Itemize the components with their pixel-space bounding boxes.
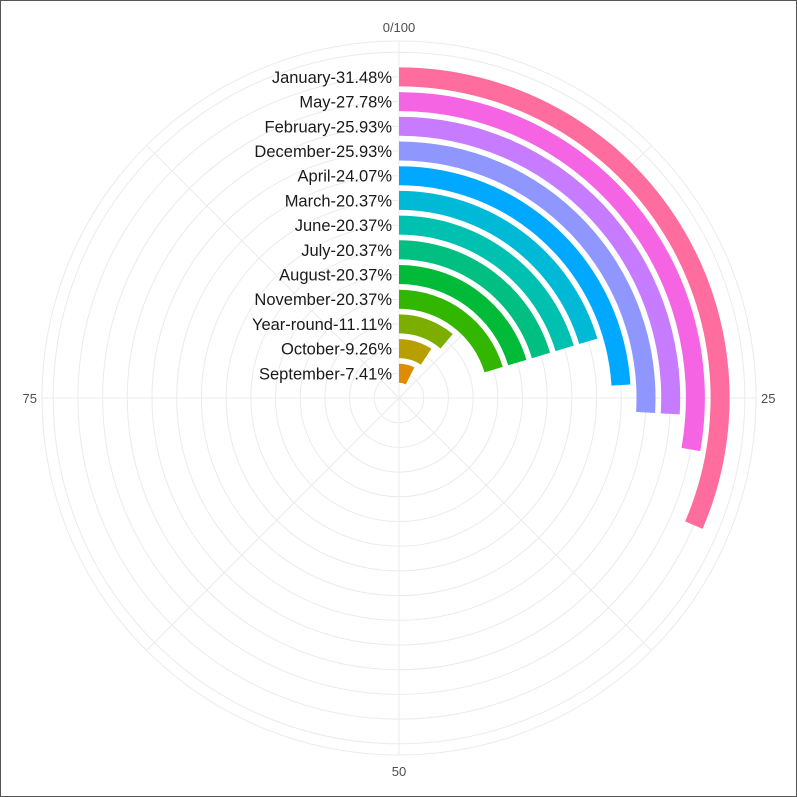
bar-labels: January-31.48% May-27.78% February-25.93% D… — [252, 69, 392, 383]
bar-label: April-24.07% — [298, 168, 393, 186]
bar-label: May-27.78% — [299, 94, 392, 112]
bar-label: October-9.26% — [281, 341, 392, 359]
angle-tick-label: 50 — [392, 764, 406, 779]
bar — [399, 240, 551, 359]
bars — [399, 67, 730, 529]
bar — [399, 289, 503, 373]
bar — [399, 116, 681, 415]
bar — [399, 166, 631, 386]
angle-tick-label: 75 — [23, 391, 37, 406]
bar — [399, 67, 730, 529]
bar-label: August-20.37% — [279, 267, 392, 285]
bar — [399, 314, 453, 349]
bar — [399, 363, 415, 385]
bar-label: February-25.93% — [265, 118, 393, 136]
grid-spoke — [146, 145, 400, 399]
grid-spoke — [146, 397, 400, 651]
bar-label: November-20.37% — [254, 291, 392, 309]
bar-label: December-25.93% — [254, 143, 392, 161]
bar-label: July-20.37% — [301, 242, 392, 260]
bar-label: Year-round-11.11% — [252, 316, 392, 334]
bar — [399, 339, 432, 365]
bar — [399, 215, 574, 352]
angle-tick-label: 25 — [761, 391, 775, 406]
grid-spoke — [398, 397, 652, 651]
bar-label: March-20.37% — [285, 192, 393, 210]
angle-tick-label: 0/100 — [383, 20, 416, 35]
bar-label: January-31.48% — [272, 69, 392, 87]
bar — [399, 190, 598, 345]
bar-label: June-20.37% — [295, 217, 393, 235]
bar — [399, 265, 527, 366]
bar — [399, 141, 656, 413]
angle-tick-labels: 0/100 25 50 75 — [23, 20, 776, 779]
bar-label: September-7.41% — [259, 365, 392, 383]
